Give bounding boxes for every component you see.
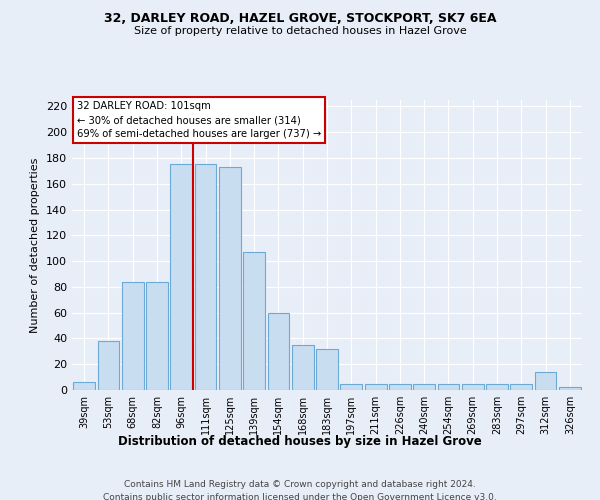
Bar <box>535 372 556 390</box>
Bar <box>389 384 411 390</box>
Bar <box>462 384 484 390</box>
Bar <box>122 282 143 390</box>
Bar <box>97 341 119 390</box>
Text: 32 DARLEY ROAD: 101sqm
← 30% of detached houses are smaller (314)
69% of semi-de: 32 DARLEY ROAD: 101sqm ← 30% of detached… <box>77 102 322 140</box>
Text: Distribution of detached houses by size in Hazel Grove: Distribution of detached houses by size … <box>118 435 482 448</box>
Bar <box>268 312 289 390</box>
Bar <box>559 388 581 390</box>
Bar <box>219 167 241 390</box>
Text: 32, DARLEY ROAD, HAZEL GROVE, STOCKPORT, SK7 6EA: 32, DARLEY ROAD, HAZEL GROVE, STOCKPORT,… <box>104 12 496 26</box>
Y-axis label: Number of detached properties: Number of detached properties <box>31 158 40 332</box>
Text: Size of property relative to detached houses in Hazel Grove: Size of property relative to detached ho… <box>134 26 466 36</box>
Bar <box>413 384 435 390</box>
Bar <box>73 382 95 390</box>
Bar <box>365 384 386 390</box>
Bar <box>292 345 314 390</box>
Bar <box>511 384 532 390</box>
Bar <box>194 164 217 390</box>
Bar <box>340 384 362 390</box>
Bar <box>437 384 460 390</box>
Bar <box>486 384 508 390</box>
Bar <box>243 252 265 390</box>
Bar <box>170 164 192 390</box>
Text: Contains public sector information licensed under the Open Government Licence v3: Contains public sector information licen… <box>103 492 497 500</box>
Bar <box>146 282 168 390</box>
Bar <box>316 349 338 390</box>
Text: Contains HM Land Registry data © Crown copyright and database right 2024.: Contains HM Land Registry data © Crown c… <box>124 480 476 489</box>
